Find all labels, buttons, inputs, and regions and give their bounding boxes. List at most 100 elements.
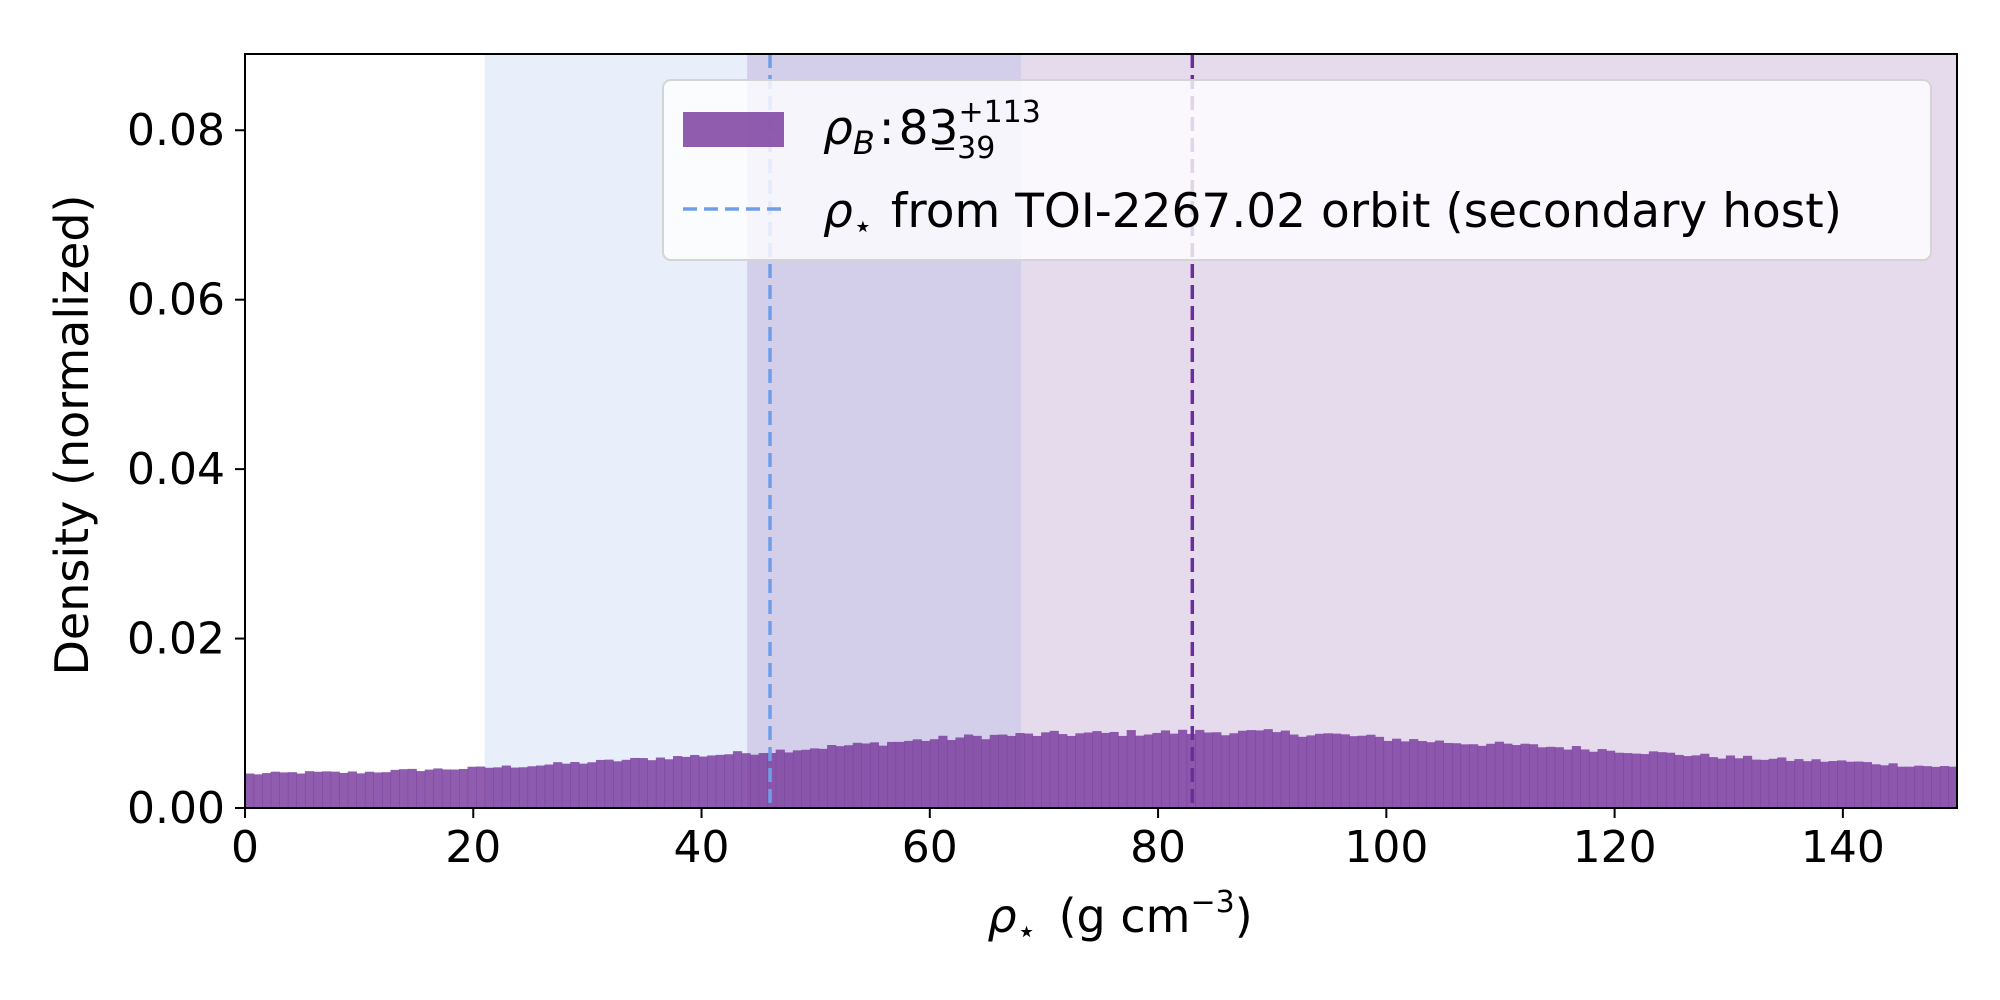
histogram-bar [664,759,674,808]
histogram-bar [861,743,871,808]
histogram-bar [921,740,931,808]
histogram-bar [1477,745,1487,808]
histogram-bar [1426,742,1436,808]
histogram-bar [1237,730,1248,808]
histogram-bar [732,751,743,808]
histogram-bar [1939,766,1950,808]
histogram-bar [1648,751,1658,808]
histogram-bar [313,771,323,808]
histogram-bar [887,741,897,808]
histogram-bar [1417,740,1427,808]
legend-box [662,79,1932,261]
histogram-bar [416,771,426,808]
histogram-bar [364,771,374,808]
histogram-bar [304,771,315,808]
x-tick-label: 140 [1801,822,1885,873]
histogram-bar [750,754,760,808]
histogram-bar [929,739,939,808]
histogram-bar [621,759,631,808]
histogram-bar [1785,760,1795,808]
histogram-bar [1083,732,1094,808]
histogram-bar [989,734,999,808]
histogram-bar [1229,733,1239,808]
histogram-bar [647,760,657,808]
histogram-bar [938,735,948,808]
histogram-bar [827,745,837,808]
histogram-bar [1306,735,1316,808]
histogram-bar [536,765,546,808]
histogram-bar [1828,761,1838,808]
histogram-bar [1494,741,1504,808]
histogram-bar [655,757,666,808]
histogram-bar [330,771,340,808]
histogram-bar [1015,733,1025,808]
x-axis-unit-sup: −3 [1190,885,1234,920]
histogram-bar [1580,749,1590,808]
histogram-bar [724,754,734,808]
histogram-bar [1546,746,1556,808]
histogram-bar [1657,752,1667,808]
histogram-bar [1614,752,1624,808]
histogram-bar [1075,733,1085,808]
histogram-bar [1272,732,1282,808]
histogram-bar [1315,733,1325,808]
histogram-bar [1409,739,1419,808]
histogram-bar [1537,747,1547,808]
histogram-bar [1092,731,1102,808]
histogram-bar [424,769,434,808]
histogram-bar [1529,744,1539,808]
histogram-bar [441,769,452,808]
x-axis-unit: (g cm [1059,889,1191,943]
histogram-bar [561,763,571,808]
histogram-bar [1032,735,1042,808]
histogram-bar [1725,755,1736,808]
histogram-bar [1143,734,1153,808]
plot-frame [244,53,1958,809]
histogram-bar [758,753,768,808]
histogram-bar [630,757,640,808]
histogram-bar [1160,730,1171,808]
histogram-bar [1058,734,1068,808]
histogram-bar [1777,757,1787,808]
histogram-bar [1434,740,1444,808]
histogram-bar [1203,732,1213,808]
legend: ρB:83+113 −39 ρ⋆ from TOI-2267.02 orbit (… [662,79,1932,261]
histogram-bar [1743,755,1753,808]
histogram-bar [1511,745,1522,808]
histogram-bar [1717,758,1727,808]
histogram-bar [1914,765,1924,808]
histogram-bar [1734,758,1744,808]
histogram-bar [510,767,520,808]
histogram-bar [467,766,477,808]
histogram-bar [1066,735,1076,808]
histogram-bar [1683,756,1693,808]
histogram-bar [1588,751,1599,808]
histogram-bar [493,767,503,808]
histogram-bar [1871,764,1881,808]
histogram-bar [373,772,383,808]
histogram-bars [245,729,1958,808]
histogram-bar [1246,730,1256,808]
histogram-bar [1469,744,1479,808]
histogram-bar [399,769,409,808]
histogram-bar [946,739,957,808]
legend-rho-star-sub: ⋆ [853,207,873,245]
y-tick-label: 0.06 [127,275,225,326]
x-tick-label: 60 [902,822,958,873]
histogram-bar [450,769,460,808]
legend-rho-b-symbol: ρ [823,101,853,156]
histogram-bar [1554,747,1564,808]
histogram-bar [690,754,700,808]
histogram-bar [912,739,922,808]
histogram-bar [955,737,965,808]
histogram-bar [476,766,486,808]
histogram-bar [1751,759,1761,808]
histogram-bar [407,768,417,808]
histogram-bar [801,749,811,808]
histogram-bar [1597,749,1607,808]
histogram-bar [1263,729,1273,808]
histogram-bar [1109,731,1119,808]
legend-rho-b-lower: −39 [932,131,995,166]
histogram-bar [1220,735,1230,808]
histogram-bar [1392,738,1402,808]
